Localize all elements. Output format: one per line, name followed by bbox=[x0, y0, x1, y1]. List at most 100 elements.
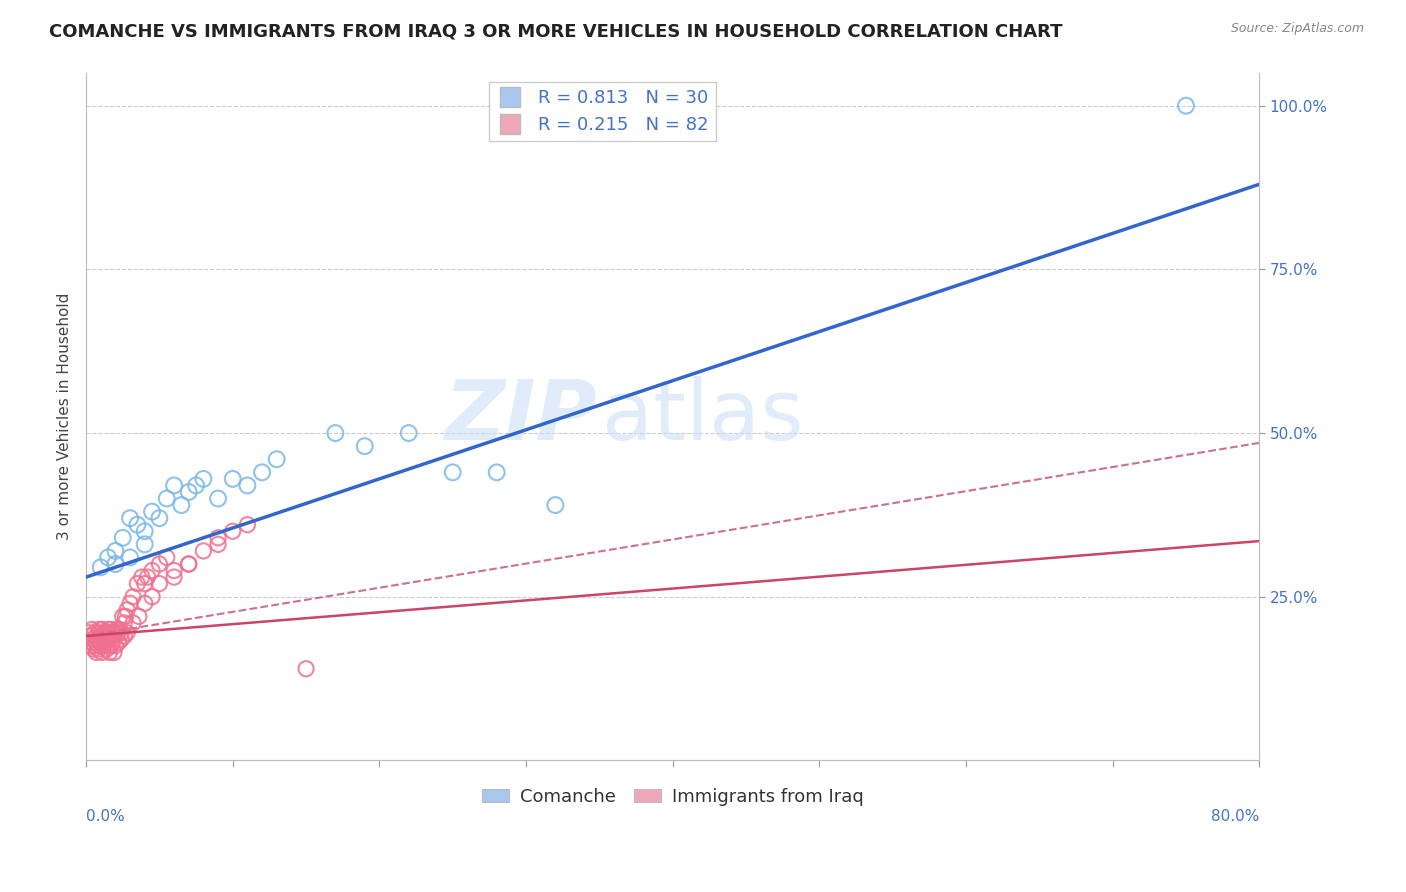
Point bbox=[156, 491, 179, 506]
Point bbox=[266, 452, 288, 467]
Point bbox=[80, 623, 103, 637]
Point bbox=[104, 544, 127, 558]
Point bbox=[222, 524, 245, 539]
Point bbox=[156, 550, 179, 565]
Point bbox=[207, 537, 229, 551]
Point bbox=[97, 632, 120, 647]
Point bbox=[86, 629, 108, 643]
Point bbox=[100, 639, 122, 653]
Point bbox=[104, 639, 127, 653]
Point bbox=[441, 466, 464, 480]
Point bbox=[77, 625, 100, 640]
Point bbox=[141, 590, 163, 604]
Point bbox=[128, 609, 150, 624]
Legend: Comanche, Immigrants from Iraq: Comanche, Immigrants from Iraq bbox=[475, 780, 870, 814]
Point bbox=[163, 570, 186, 584]
Point bbox=[96, 625, 118, 640]
Point bbox=[114, 609, 136, 624]
Point bbox=[170, 498, 193, 512]
Point bbox=[485, 466, 508, 480]
Point bbox=[127, 576, 149, 591]
Point bbox=[134, 576, 156, 591]
Point bbox=[148, 557, 170, 571]
Point bbox=[103, 645, 125, 659]
Point bbox=[177, 557, 200, 571]
Point bbox=[110, 632, 132, 647]
Point bbox=[177, 485, 200, 500]
Point bbox=[127, 517, 149, 532]
Text: atlas: atlas bbox=[602, 376, 804, 458]
Point bbox=[96, 642, 118, 657]
Point bbox=[236, 478, 259, 492]
Text: ZIP: ZIP bbox=[444, 376, 596, 458]
Point bbox=[90, 560, 112, 574]
Point bbox=[325, 425, 347, 440]
Point bbox=[111, 531, 134, 545]
Point bbox=[87, 642, 110, 657]
Point bbox=[89, 629, 111, 643]
Point bbox=[98, 645, 121, 659]
Point bbox=[90, 625, 112, 640]
Point bbox=[80, 635, 103, 649]
Point bbox=[97, 550, 120, 565]
Point bbox=[83, 639, 105, 653]
Point bbox=[295, 662, 318, 676]
Point bbox=[120, 550, 142, 565]
Point bbox=[91, 645, 114, 659]
Point bbox=[222, 472, 245, 486]
Point bbox=[89, 623, 111, 637]
Point bbox=[184, 478, 207, 492]
Point bbox=[79, 639, 101, 653]
Point bbox=[107, 625, 129, 640]
Point bbox=[110, 625, 132, 640]
Point bbox=[122, 615, 145, 630]
Point bbox=[148, 576, 170, 591]
Point bbox=[79, 629, 101, 643]
Point bbox=[193, 544, 215, 558]
Point bbox=[101, 625, 124, 640]
Point bbox=[93, 639, 115, 653]
Point bbox=[141, 505, 163, 519]
Text: 0.0%: 0.0% bbox=[86, 808, 125, 823]
Point bbox=[104, 625, 127, 640]
Point bbox=[207, 491, 229, 506]
Point bbox=[141, 564, 163, 578]
Point bbox=[104, 557, 127, 571]
Point bbox=[93, 629, 115, 643]
Point bbox=[120, 511, 142, 525]
Point bbox=[136, 570, 159, 584]
Point bbox=[93, 632, 115, 647]
Point bbox=[94, 635, 117, 649]
Point bbox=[163, 478, 186, 492]
Point bbox=[97, 639, 120, 653]
Point bbox=[82, 642, 104, 657]
Point bbox=[120, 596, 142, 610]
Point bbox=[87, 632, 110, 647]
Point bbox=[89, 639, 111, 653]
Point bbox=[544, 498, 567, 512]
Point bbox=[107, 635, 129, 649]
Text: Source: ZipAtlas.com: Source: ZipAtlas.com bbox=[1230, 22, 1364, 36]
Point bbox=[112, 629, 135, 643]
Text: 80.0%: 80.0% bbox=[1211, 808, 1260, 823]
Point bbox=[98, 625, 121, 640]
Point bbox=[101, 635, 124, 649]
Point bbox=[100, 623, 122, 637]
Point bbox=[122, 590, 145, 604]
Point bbox=[105, 623, 128, 637]
Text: COMANCHE VS IMMIGRANTS FROM IRAQ 3 OR MORE VEHICLES IN HOUSEHOLD CORRELATION CHA: COMANCHE VS IMMIGRANTS FROM IRAQ 3 OR MO… bbox=[49, 22, 1063, 40]
Point bbox=[94, 635, 117, 649]
Point bbox=[398, 425, 420, 440]
Point bbox=[115, 625, 138, 640]
Point bbox=[207, 531, 229, 545]
Y-axis label: 3 or more Vehicles in Household: 3 or more Vehicles in Household bbox=[58, 293, 72, 541]
Point bbox=[98, 629, 121, 643]
Point bbox=[90, 635, 112, 649]
Point bbox=[91, 629, 114, 643]
Point bbox=[250, 466, 273, 480]
Point bbox=[90, 635, 112, 649]
Point bbox=[163, 564, 186, 578]
Point bbox=[134, 524, 156, 539]
Point bbox=[134, 596, 156, 610]
Point bbox=[91, 623, 114, 637]
